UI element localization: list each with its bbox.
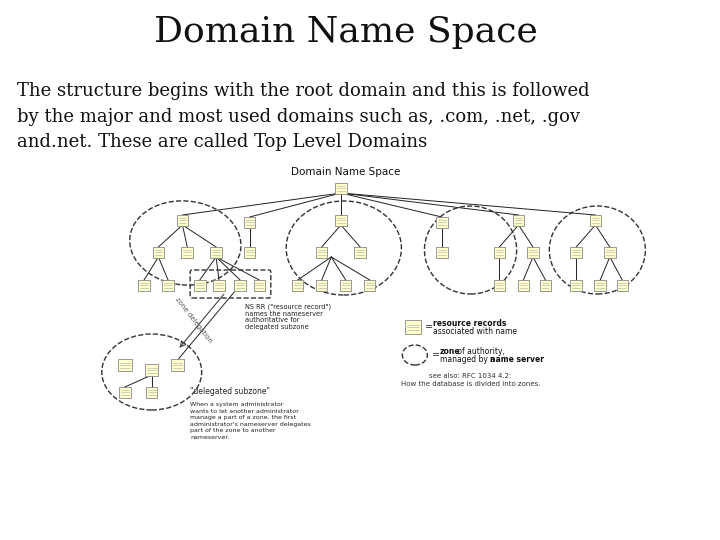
Text: see also: RFC 1034 4.2:
How the database is divided into zones.: see also: RFC 1034 4.2: How the database…	[401, 373, 540, 387]
FancyBboxPatch shape	[494, 280, 505, 291]
FancyBboxPatch shape	[213, 280, 225, 291]
FancyBboxPatch shape	[176, 214, 188, 226]
Text: NS RR ("resource record")
names the nameserver
authoritative for
delegated subzo: NS RR ("resource record") names the name…	[245, 303, 331, 330]
FancyBboxPatch shape	[145, 364, 158, 376]
FancyBboxPatch shape	[253, 280, 265, 291]
FancyBboxPatch shape	[570, 280, 582, 291]
Text: Domain Name Space: Domain Name Space	[154, 15, 538, 49]
FancyBboxPatch shape	[527, 246, 539, 258]
Text: resource records: resource records	[433, 320, 506, 328]
Text: Domain Name Space: Domain Name Space	[291, 167, 400, 177]
Text: name server: name server	[490, 354, 544, 363]
FancyBboxPatch shape	[604, 246, 616, 258]
FancyBboxPatch shape	[171, 359, 184, 371]
FancyBboxPatch shape	[436, 217, 448, 227]
FancyBboxPatch shape	[194, 280, 205, 291]
FancyBboxPatch shape	[316, 280, 328, 291]
FancyBboxPatch shape	[153, 246, 164, 258]
Text: zone: zone	[440, 348, 461, 356]
FancyBboxPatch shape	[436, 246, 448, 258]
Text: =: =	[432, 350, 440, 360]
FancyBboxPatch shape	[335, 214, 346, 226]
Text: associated with name: associated with name	[433, 327, 517, 335]
Text: zone delegation: zone delegation	[174, 296, 214, 344]
Text: =: =	[426, 322, 433, 332]
Text: When a system administrator
wants to let another administrator
manage a part of : When a system administrator wants to let…	[190, 402, 311, 440]
FancyBboxPatch shape	[244, 217, 256, 227]
FancyBboxPatch shape	[518, 280, 529, 291]
FancyBboxPatch shape	[513, 214, 524, 226]
FancyBboxPatch shape	[181, 246, 193, 258]
FancyBboxPatch shape	[316, 246, 328, 258]
FancyBboxPatch shape	[162, 280, 174, 291]
FancyBboxPatch shape	[540, 280, 552, 291]
FancyBboxPatch shape	[364, 280, 376, 291]
FancyBboxPatch shape	[138, 280, 150, 291]
FancyBboxPatch shape	[494, 246, 505, 258]
FancyBboxPatch shape	[340, 280, 351, 291]
FancyBboxPatch shape	[590, 214, 601, 226]
FancyBboxPatch shape	[210, 246, 222, 258]
Text: managed by a: managed by a	[440, 354, 498, 363]
Text: "delegated subzone": "delegated subzone"	[190, 388, 270, 396]
Text: The structure begins with the root domain and this is followed
by the major and : The structure begins with the root domai…	[17, 82, 590, 151]
FancyBboxPatch shape	[244, 246, 256, 258]
FancyBboxPatch shape	[335, 183, 346, 193]
FancyBboxPatch shape	[570, 246, 582, 258]
FancyBboxPatch shape	[405, 320, 421, 334]
FancyBboxPatch shape	[292, 280, 303, 291]
FancyBboxPatch shape	[146, 387, 158, 397]
FancyBboxPatch shape	[595, 280, 606, 291]
FancyBboxPatch shape	[354, 246, 366, 258]
FancyBboxPatch shape	[118, 359, 132, 371]
FancyBboxPatch shape	[234, 280, 246, 291]
FancyBboxPatch shape	[616, 280, 628, 291]
FancyBboxPatch shape	[119, 387, 130, 397]
Text: of authority,: of authority,	[455, 348, 505, 356]
